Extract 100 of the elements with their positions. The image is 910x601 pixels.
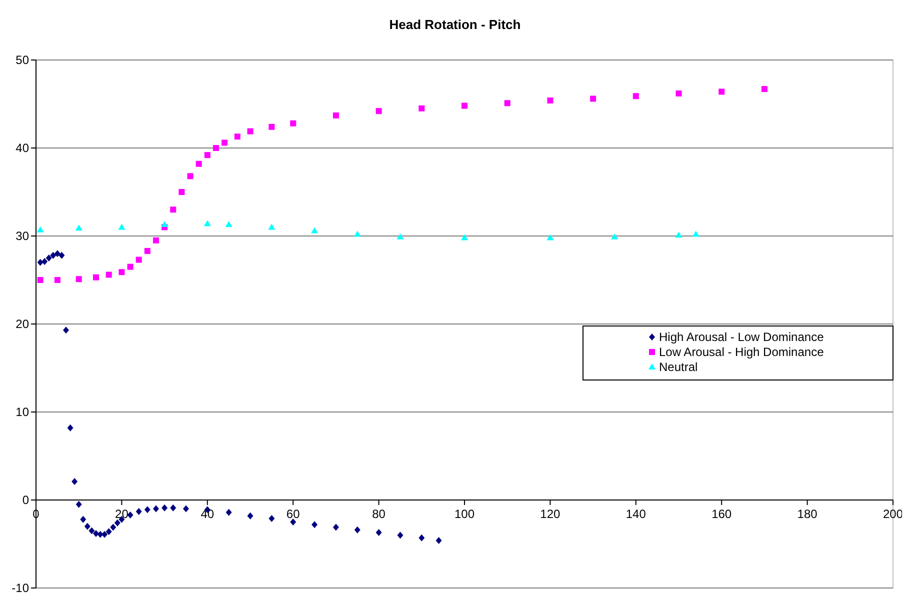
point	[152, 505, 159, 512]
x-tick-label: 60	[286, 507, 300, 521]
point	[676, 90, 682, 96]
point	[37, 277, 44, 283]
point	[144, 248, 150, 254]
point	[396, 233, 404, 240]
point	[312, 521, 318, 528]
point	[37, 258, 44, 266]
point	[718, 88, 725, 95]
point	[106, 528, 112, 536]
point	[136, 256, 142, 263]
point	[632, 93, 639, 100]
point	[234, 134, 240, 140]
point	[376, 529, 382, 536]
point	[332, 112, 339, 118]
point	[247, 512, 254, 520]
legend-label: Low Arousal - High Dominance	[659, 345, 824, 359]
point	[136, 508, 142, 515]
point	[546, 234, 554, 240]
point	[75, 224, 82, 231]
point	[354, 230, 361, 237]
point	[247, 128, 254, 134]
point	[397, 532, 404, 539]
y-tick-label: 40	[16, 141, 30, 155]
y-tick-label: 10	[16, 405, 30, 419]
point	[170, 206, 176, 213]
point	[62, 326, 69, 334]
point	[504, 100, 510, 106]
point	[268, 224, 276, 230]
point	[590, 96, 596, 102]
point	[162, 504, 168, 512]
point	[76, 500, 82, 508]
point	[675, 232, 682, 238]
point	[187, 173, 194, 180]
y-tick-label: 50	[16, 53, 30, 67]
point	[106, 272, 112, 278]
point	[110, 524, 116, 531]
x-tick-label: 180	[797, 507, 818, 521]
point	[226, 508, 232, 516]
point	[222, 140, 228, 146]
point	[268, 124, 275, 130]
y-tick-label: -10	[12, 581, 30, 595]
x-tick-label: 140	[626, 507, 646, 521]
x-tick-label: 160	[712, 507, 732, 521]
point	[290, 120, 296, 126]
point	[204, 220, 211, 226]
y-tick-label: 0	[22, 493, 30, 507]
point	[436, 536, 442, 544]
point	[161, 221, 168, 228]
point	[204, 152, 210, 158]
point	[178, 189, 185, 195]
point	[102, 530, 108, 538]
x-tick-label: 120	[540, 507, 561, 521]
point	[761, 86, 768, 92]
point	[144, 506, 150, 514]
point	[152, 237, 159, 244]
x-tick-label: 20	[115, 507, 129, 521]
point	[88, 527, 95, 534]
point	[610, 233, 618, 240]
legend-label: Neutral	[659, 360, 698, 374]
point	[54, 250, 60, 258]
point	[127, 264, 134, 270]
x-tick-label: 100	[454, 507, 475, 521]
point	[462, 102, 468, 109]
point	[92, 274, 99, 280]
point	[354, 526, 360, 534]
point	[84, 522, 90, 530]
point	[311, 227, 318, 234]
point	[42, 258, 48, 266]
point	[376, 108, 382, 114]
point	[76, 276, 82, 282]
point	[268, 514, 275, 522]
point	[54, 277, 60, 283]
point	[36, 226, 44, 232]
point	[547, 97, 554, 104]
point	[692, 230, 700, 237]
chart-title: Head Rotation - Pitch	[389, 17, 521, 32]
point	[225, 221, 232, 228]
point	[418, 534, 425, 542]
point	[461, 234, 468, 240]
point	[46, 254, 52, 262]
point	[212, 145, 219, 151]
point	[92, 530, 99, 537]
point	[196, 160, 202, 167]
point	[50, 252, 56, 259]
x-tick-label: 80	[372, 507, 386, 521]
point	[58, 252, 65, 259]
point	[332, 524, 339, 531]
y-tick-label: 30	[16, 229, 30, 243]
point	[72, 478, 78, 486]
legend-label: High Arousal - Low Dominance	[659, 330, 824, 344]
point	[67, 424, 74, 432]
point	[290, 518, 296, 526]
point	[118, 269, 125, 276]
point	[418, 105, 425, 112]
y-tick-label: 20	[16, 317, 30, 331]
point	[182, 505, 189, 512]
point	[80, 516, 86, 523]
x-tick-label: 40	[200, 507, 214, 521]
point	[118, 224, 126, 230]
